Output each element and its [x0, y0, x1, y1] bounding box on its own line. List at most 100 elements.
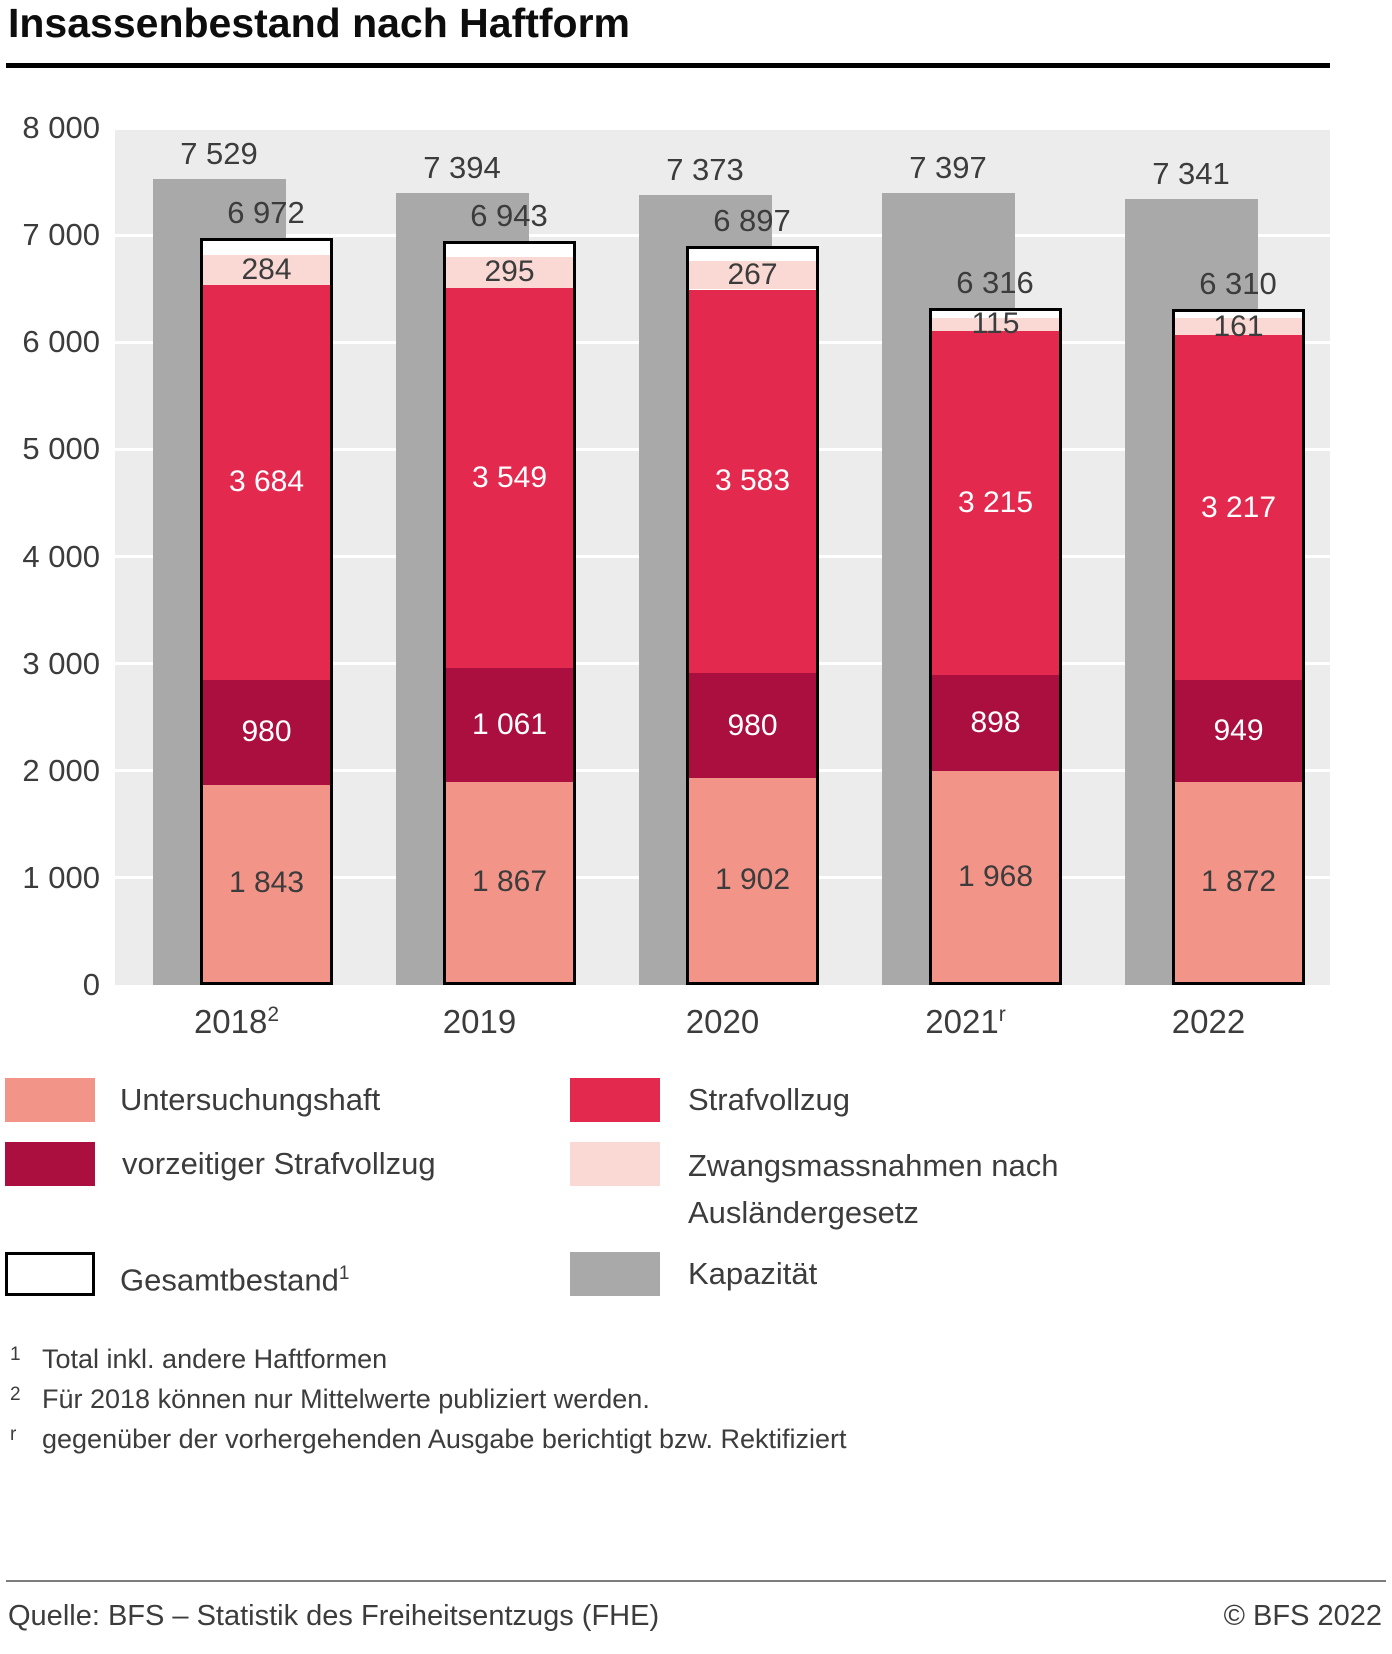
segment-zwangsmassnahmen-nach-auslaendergesetz [446, 256, 573, 289]
x-axis-label-2018: 20182 [193, 1003, 280, 1040]
segment-zwangsmassnahmen-nach-auslaendergesetz [689, 260, 816, 290]
x-axis-label-2020: 2020 [685, 1003, 760, 1040]
segment-strafvollzug [446, 288, 573, 669]
legend-swatch-untersuchungshaft [5, 1078, 95, 1122]
plot-area: 7 529 1 843 980 3 684 284 6 972 7 394 1 867 1 06… [115, 128, 1330, 985]
x-axis-label-2019: 2019 [442, 1003, 517, 1040]
x-axis-label-sup-2018: 2 [267, 1003, 280, 1026]
capacity-value-2022: 7 341 [1152, 155, 1230, 191]
legend-label-kapazitaet: Kapazität [688, 1256, 818, 1291]
legend-swatch-zwangsmassnahmen [570, 1142, 660, 1186]
segment-value-strafvollzug: 3 215 [957, 485, 1034, 519]
legend-swatch-strafvollzug [570, 1078, 660, 1122]
segment-value-zwangsmassnahmen-nach-auslaendergesetz: 295 [484, 255, 535, 289]
segment-value-strafvollzug: 3 684 [228, 465, 305, 499]
total-bar-2018: 1 843 980 3 684 284 [200, 238, 333, 985]
legend-swatch-vorzeitiger-strafvollzug [5, 1142, 95, 1186]
gesamtbestand-label-text: Gesamtbestand [120, 1262, 339, 1298]
segment-zwangsmassnahmen-nach-auslaendergesetz [203, 254, 330, 285]
segment-untersuchungshaft [203, 784, 330, 982]
segment-value-untersuchungshaft: 1 968 [957, 859, 1034, 893]
segment-value-vorzeitiger-strafvollzug: 898 [970, 706, 1021, 740]
capacity-value-2018: 7 529 [180, 135, 258, 171]
footnote-marker-2: 2 [10, 1384, 21, 1405]
capacity-value-2019: 7 394 [423, 149, 501, 185]
y-axis-label-5000: 5 000 [22, 431, 100, 467]
total-bar-2022: 1 872 949 3 217 161 [1172, 309, 1305, 985]
legend-swatch-kapazitaet [570, 1252, 660, 1296]
segment-strafvollzug [1175, 335, 1302, 680]
x-axis-label-sup-2021: r [998, 1003, 1006, 1026]
legend-label-zwangsmassnahmen: Zwangsmassnahmen nach Ausländergesetz [688, 1148, 1059, 1230]
segment-vorzeitiger-strafvollzug [932, 675, 1059, 772]
segment-value-untersuchungshaft: 1 843 [228, 866, 305, 900]
footnote-2018: 2 Für 2018 können nur Mittelwerte publizi… [6, 1384, 650, 1415]
segment-value-untersuchungshaft: 1 902 [714, 863, 791, 897]
title-rule [6, 63, 1330, 68]
segment-value-vorzeitiger-strafvollzug: 1 061 [471, 708, 548, 742]
y-axis-label-4000: 4 000 [22, 538, 100, 574]
segment-value-strafvollzug: 3 583 [714, 464, 791, 498]
total-bar-2020: 1 902 980 3 583 267 [686, 246, 819, 985]
segment-untersuchungshaft [1175, 781, 1302, 982]
segment-strafvollzug [203, 285, 330, 680]
segment-value-zwangsmassnahmen-nach-auslaendergesetz: 284 [241, 252, 292, 286]
legend-label-strafvollzug: Strafvollzug [688, 1082, 850, 1117]
gesamtbestand-footnote-marker: 1 [338, 1263, 350, 1284]
gridline-8000 [115, 128, 1330, 130]
segment-value-vorzeitiger-strafvollzug: 980 [241, 715, 292, 749]
total-value-2018: 6 972 [227, 195, 305, 231]
footnote-marker-1: 1 [10, 1344, 21, 1365]
x-axis-label-2022: 2022 [1171, 1003, 1246, 1040]
total-value-2021: 6 316 [956, 265, 1034, 301]
y-axis-label-1000: 1 000 [22, 859, 100, 895]
y-axis-label-8000: 8 000 [22, 110, 100, 145]
segment-strafvollzug [689, 289, 816, 674]
y-axis-label-3000: 3 000 [22, 645, 100, 681]
chart-title: Insassenbestand nach Haftform [8, 0, 630, 46]
x-axis-label-2021: 2021r [925, 1003, 1006, 1040]
segment-strafvollzug [932, 330, 1059, 675]
footer-rule [6, 1580, 1386, 1582]
total-value-2019: 6 943 [470, 198, 548, 234]
segment-untersuchungshaft [932, 771, 1059, 982]
segment-vorzeitiger-strafvollzug [689, 673, 816, 779]
segment-value-zwangsmassnahmen-nach-auslaendergesetz: 115 [971, 307, 1020, 341]
footnote-marker-r: r [10, 1424, 17, 1445]
segment-value-strafvollzug: 3 549 [471, 461, 548, 495]
segment-value-vorzeitiger-strafvollzug: 949 [1213, 713, 1264, 747]
segment-untersuchungshaft [446, 782, 573, 982]
footnote-rektifiziert: r gegenüber der vorhergehenden Ausgabe be… [6, 1424, 847, 1455]
footnote-text-r: gegenüber der vorhergehenden Ausgabe ber… [42, 1424, 847, 1454]
segment-value-vorzeitiger-strafvollzug: 980 [727, 708, 778, 742]
segment-value-zwangsmassnahmen-nach-auslaendergesetz: 161 [1213, 309, 1264, 343]
capacity-value-2020: 7 373 [666, 152, 744, 188]
segment-vorzeitiger-strafvollzug [446, 668, 573, 782]
total-bar-2021: 1 968 898 3 215 115 [929, 307, 1062, 985]
footer-copyright: © BFS 2022 [1223, 1600, 1382, 1632]
total-bar-2019: 1 867 1 061 3 549 295 [443, 241, 576, 985]
footnote-total: 1 Total inkl. andere Haftformen [6, 1344, 387, 1375]
y-axis-label-2000: 2 000 [22, 752, 100, 788]
legend-label-vorzeitiger-strafvollzug: vorzeitiger Strafvollzug [122, 1146, 436, 1181]
y-axis-label-6000: 6 000 [22, 324, 100, 360]
segment-value-untersuchungshaft: 1 867 [471, 865, 548, 898]
footnote-text-2: Für 2018 können nur Mittelwerte publizie… [42, 1384, 650, 1414]
segment-vorzeitiger-strafvollzug [1175, 679, 1302, 782]
total-value-2022: 6 310 [1199, 266, 1277, 301]
segment-value-strafvollzug: 3 217 [1200, 490, 1277, 524]
segment-untersuchungshaft [689, 778, 816, 982]
segment-zwangsmassnahmen-nach-auslaendergesetz [932, 318, 1059, 331]
legend-label-untersuchungshaft: Untersuchungshaft [120, 1082, 381, 1117]
total-value-2020: 6 897 [713, 203, 791, 239]
segment-value-untersuchungshaft: 1 872 [1200, 864, 1277, 898]
segment-vorzeitiger-strafvollzug [203, 679, 330, 785]
y-axis-label-7000: 7 000 [22, 217, 100, 253]
footer-source: Quelle: BFS – Statistik des Freiheitsent… [8, 1600, 660, 1632]
capacity-value-2021: 7 397 [909, 149, 987, 185]
legend-swatch-gesamtbestand [5, 1252, 95, 1296]
segment-value-zwangsmassnahmen-nach-auslaendergesetz: 267 [727, 258, 778, 292]
segment-zwangsmassnahmen-nach-auslaendergesetz [1175, 318, 1302, 336]
footnote-text-1: Total inkl. andere Haftformen [42, 1344, 388, 1374]
